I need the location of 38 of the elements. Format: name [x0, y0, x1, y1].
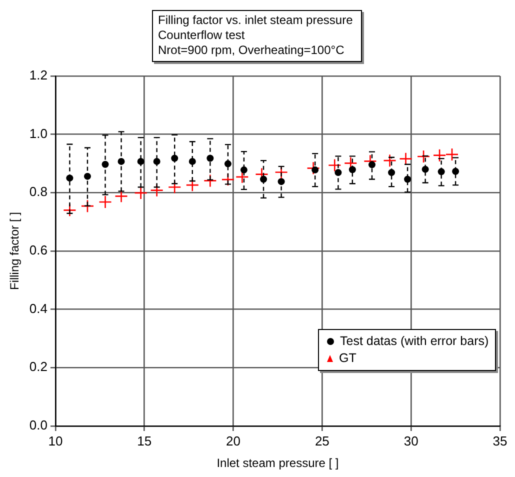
y-tick-label: 1.0 [29, 126, 48, 141]
point [63, 204, 76, 217]
y-tick-label: 0.8 [29, 184, 48, 200]
point [368, 161, 376, 168]
y-tick-label: 0.4 [29, 300, 48, 316]
point [432, 148, 446, 162]
point [114, 190, 128, 203]
x-tick-label: 25 [314, 433, 330, 448]
y-axis-title: Filling factor [ ] [8, 212, 22, 290]
y-tick-label: 0.2 [29, 359, 48, 374]
x-tick-label: 10 [48, 433, 63, 448]
x-tick-label: 20 [226, 433, 241, 448]
chart-subtitle: Counterflow test [158, 28, 246, 43]
point [312, 166, 319, 174]
point [204, 174, 217, 188]
y-tick-label: 0.6 [29, 242, 48, 258]
y-tick-label: 1.2 [29, 68, 48, 83]
x-tick-label: 35 [492, 433, 508, 448]
chart-title: Filling factor vs. inlet steam pressure [158, 13, 353, 28]
point [134, 186, 148, 200]
point [399, 152, 412, 166]
x-tick-label: 30 [404, 433, 418, 448]
point [445, 148, 459, 162]
point [240, 166, 248, 174]
legend-label: Test datas (with error bars) [340, 334, 489, 348]
y-tick-label: 0.0 [29, 418, 48, 433]
point [84, 172, 91, 180]
point [168, 180, 182, 194]
point [98, 195, 112, 209]
x-tick-label: 15 [137, 433, 152, 448]
point [416, 150, 430, 164]
point [383, 154, 396, 168]
x-axis-title: Inlet steam pressure [ ] [216, 456, 339, 470]
point [80, 199, 94, 213]
point [186, 178, 200, 192]
point [328, 158, 342, 172]
legend-label: GT [339, 351, 356, 365]
text: Nrot=900 rpm, Overheating=100°C [158, 43, 346, 58]
